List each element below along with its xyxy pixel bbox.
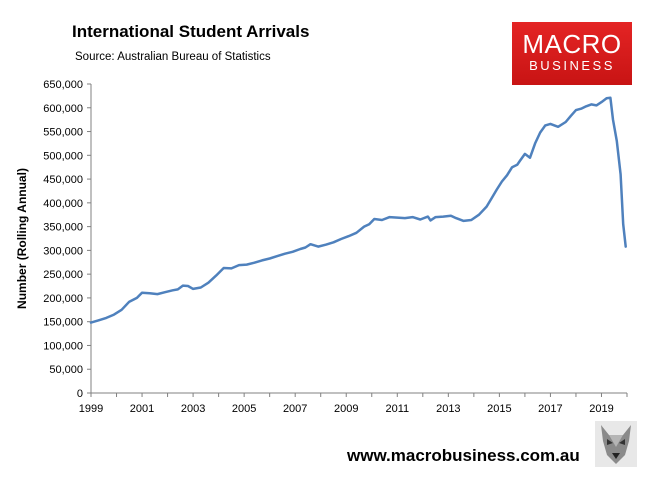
x-tick-label: 2017 — [538, 403, 562, 415]
y-tick-label: 500,000 — [43, 150, 83, 162]
y-axis-label: Number (Rolling Annual) — [15, 168, 29, 309]
website-url: www.macrobusiness.com.au — [347, 446, 580, 465]
macrobusiness-logo: MACRO BUSINESS — [512, 22, 632, 85]
x-tick-label: 2005 — [232, 403, 256, 415]
wolf-icon — [595, 421, 637, 467]
y-tick-label: 600,000 — [43, 103, 83, 115]
x-tick-label: 2011 — [385, 403, 409, 415]
series-line — [89, 96, 627, 324]
y-tick-label: 650,000 — [43, 79, 83, 91]
y-tick-label: 100,000 — [43, 340, 83, 352]
y-tick-label: 550,000 — [43, 127, 83, 139]
chart-title: International Student Arrivals — [72, 22, 310, 41]
x-tick-label: 2015 — [487, 403, 511, 415]
y-tick-label: 250,000 — [43, 269, 83, 281]
x-tick-label: 2019 — [589, 403, 613, 415]
x-tick-label: 2009 — [334, 403, 358, 415]
x-tick-label: 2007 — [283, 403, 307, 415]
x-tick-label: 2013 — [436, 403, 460, 415]
y-tick-label: 200,000 — [43, 293, 83, 305]
y-tick-label: 0 — [77, 388, 83, 400]
y-tick-label: 300,000 — [43, 245, 83, 257]
x-tick-label: 2001 — [130, 403, 154, 415]
y-tick-label: 350,000 — [43, 222, 83, 234]
chart-source: Source: Australian Bureau of Statistics — [75, 51, 271, 63]
y-tick-label: 400,000 — [43, 198, 83, 210]
y-tick-label: 50,000 — [49, 364, 83, 376]
logo-macro-text: MACRO — [522, 29, 622, 59]
x-tick-label: 2003 — [181, 403, 205, 415]
y-tick-label: 150,000 — [43, 317, 83, 329]
logo-business-text: BUSINESS — [529, 58, 615, 73]
x-tick-label: 1999 — [79, 403, 103, 415]
y-tick-label: 450,000 — [43, 174, 83, 186]
